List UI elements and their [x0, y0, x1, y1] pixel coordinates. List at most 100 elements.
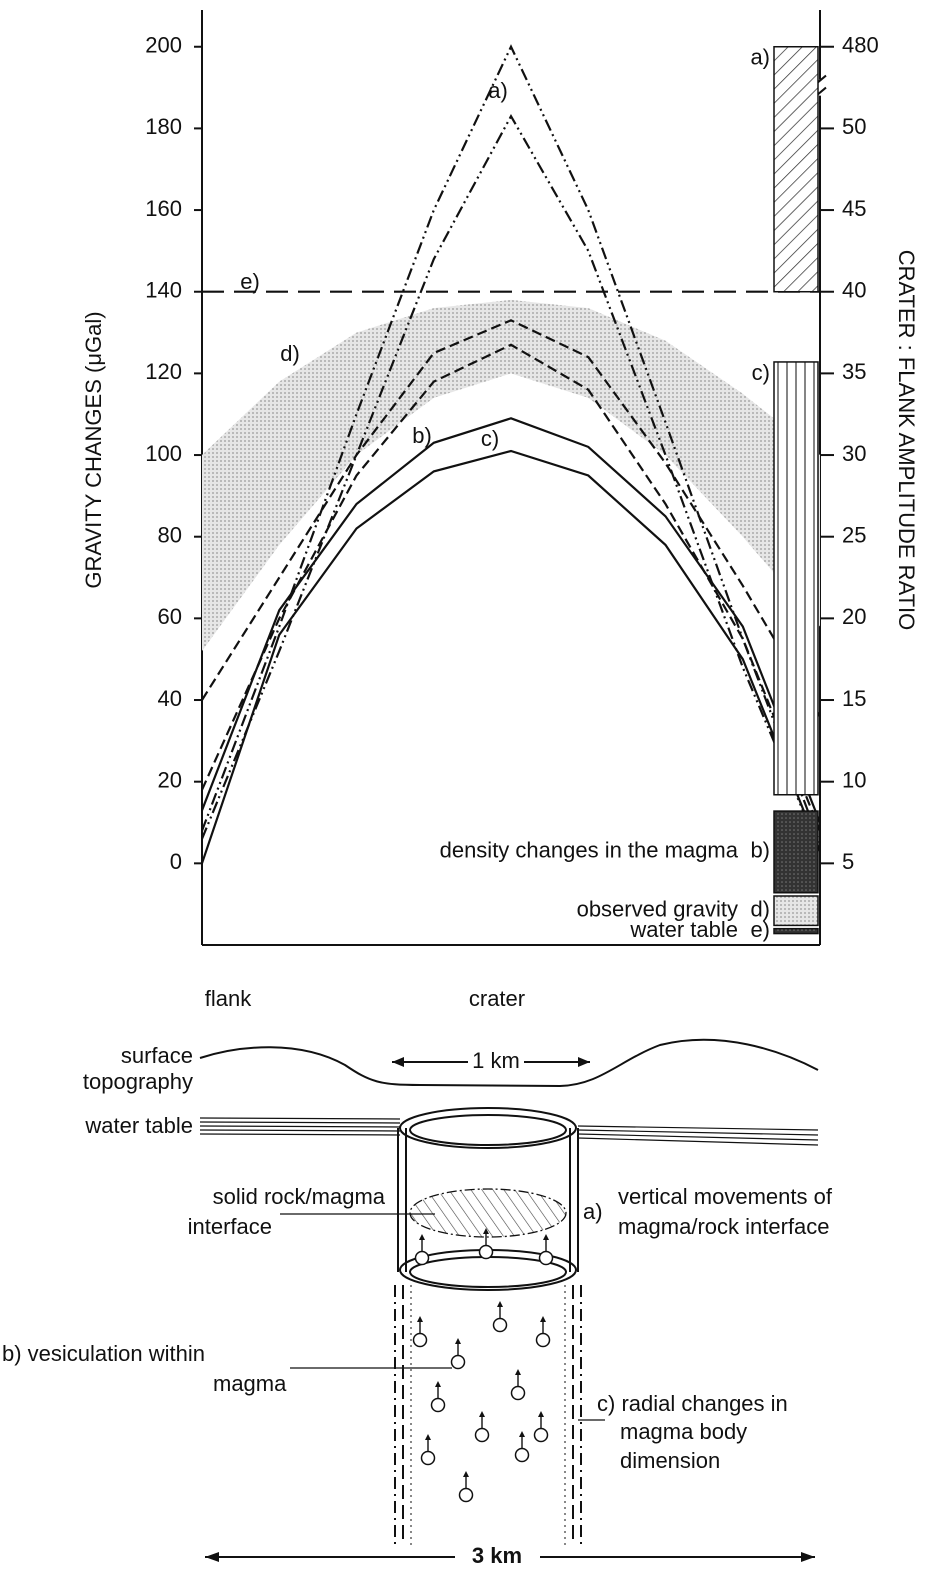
label: surface	[121, 1043, 193, 1068]
ratio-bar	[773, 361, 819, 796]
series-label: b)	[412, 423, 432, 448]
bubble-arrowhead	[538, 1411, 544, 1417]
y-tick-label: 160	[145, 196, 182, 221]
y-tick-label: 20	[158, 767, 182, 792]
y2-tick-label: 20	[842, 604, 866, 629]
bubble	[458, 1487, 474, 1503]
curve	[200, 343, 822, 832]
ratio-bar	[773, 895, 819, 927]
label: magma body	[620, 1419, 747, 1444]
curve	[200, 449, 822, 864]
label: interface	[188, 1214, 272, 1239]
bubble-arrowhead	[419, 1234, 425, 1240]
bubble	[412, 1332, 428, 1348]
bar-label: d)	[750, 897, 770, 922]
bubble-arrowhead	[455, 1338, 461, 1344]
y2-tick-label: 40	[842, 278, 866, 303]
bubble	[430, 1397, 446, 1413]
conduit-wall	[394, 1285, 582, 1545]
curve	[201, 319, 821, 717]
series-label: c)	[481, 426, 499, 451]
y-tick-label: 140	[145, 278, 182, 303]
bubble	[492, 1317, 508, 1333]
series-label: d)	[280, 341, 300, 366]
label: magma	[213, 1371, 287, 1396]
bubble	[538, 1250, 554, 1266]
y-tick-label: 80	[158, 523, 182, 548]
y2-tick-label: 10	[842, 767, 866, 792]
topography	[199, 1038, 819, 1088]
bubble-arrowhead	[463, 1471, 469, 1477]
curve	[200, 113, 822, 852]
x-label: crater	[469, 986, 525, 1011]
diagram: surface topography 1 km water table soli…	[2, 1038, 833, 1568]
bar-label: c)	[752, 360, 770, 385]
y2-tick-label: 35	[842, 359, 866, 384]
bubble-arrowhead	[483, 1228, 489, 1234]
label: 3 km	[472, 1543, 522, 1568]
label: water table	[84, 1113, 193, 1138]
y2-tick-label: 15	[842, 686, 866, 711]
bubble-arrowhead	[417, 1316, 423, 1322]
bubble	[420, 1450, 436, 1466]
label: c) radial changes in	[597, 1391, 788, 1416]
label: magma/rock interface	[618, 1214, 830, 1239]
x-label: flank	[205, 986, 252, 1011]
series-label: a)	[488, 78, 508, 103]
ratio-bar	[773, 927, 819, 935]
bar-label: e)	[750, 917, 770, 942]
bubble	[510, 1385, 526, 1401]
y2-tick-label: 25	[842, 523, 866, 548]
bubble-arrowhead	[519, 1431, 525, 1437]
y2-tick-label: 5	[842, 849, 854, 874]
bubble-arrowhead	[515, 1369, 521, 1375]
bubbles	[412, 1228, 554, 1503]
y-tick-label: 100	[145, 441, 182, 466]
y-tick-label: 60	[158, 604, 182, 629]
bar-text: observed gravity	[577, 897, 738, 922]
bar-text: density changes in the magma	[440, 838, 739, 863]
bubble-arrowhead	[435, 1381, 441, 1387]
label: topography	[83, 1069, 193, 1094]
label: a)	[583, 1199, 603, 1224]
magma-chamber	[397, 1107, 579, 1291]
water-table	[199, 1117, 819, 1146]
ratio-bar	[773, 810, 819, 894]
y2-axis-title: CRATER : FLANK AMPLITUDE RATIO	[894, 250, 919, 631]
y-tick-label: 200	[145, 33, 182, 58]
y-tick-label: 120	[145, 359, 182, 384]
y-tick-label: 180	[145, 114, 182, 139]
bar-text: water table	[629, 917, 738, 942]
series-label: e)	[240, 269, 260, 294]
ratio-bar	[773, 45, 819, 293]
bubble	[514, 1447, 530, 1463]
y2-tick-label: 45	[842, 196, 866, 221]
label: solid rock/magma	[213, 1184, 386, 1209]
bubble	[533, 1427, 549, 1443]
y-tick-label: 40	[158, 686, 182, 711]
bubble-arrowhead	[497, 1301, 503, 1307]
band	[202, 299, 820, 651]
bubble-arrowhead	[425, 1434, 431, 1440]
y2-tick-label: 30	[842, 441, 866, 466]
bubble	[535, 1332, 551, 1348]
label: b) vesiculation within	[2, 1341, 205, 1366]
label: vertical movements of	[618, 1184, 833, 1209]
y-tick-label: 0	[170, 849, 182, 874]
bubble-arrowhead	[479, 1411, 485, 1417]
bar-label: a)	[750, 45, 770, 70]
bubble	[478, 1244, 494, 1260]
label: dimension	[620, 1448, 720, 1473]
bubble	[474, 1427, 490, 1443]
bubble	[414, 1250, 430, 1266]
y2-tick-label: 50	[842, 114, 866, 139]
curve	[200, 44, 822, 844]
chart: 0 20 40 60 80 100 120 140 160 180 200 5 10 15 20 25 30 35…	[145, 10, 879, 946]
y-axis-title: GRAVITY CHANGES (μGal)	[81, 311, 106, 588]
label: 1 km	[472, 1048, 520, 1073]
y2-tick-label: 480	[842, 33, 879, 58]
bubble	[450, 1354, 466, 1370]
curve	[200, 417, 822, 823]
bubble-arrowhead	[540, 1316, 546, 1322]
